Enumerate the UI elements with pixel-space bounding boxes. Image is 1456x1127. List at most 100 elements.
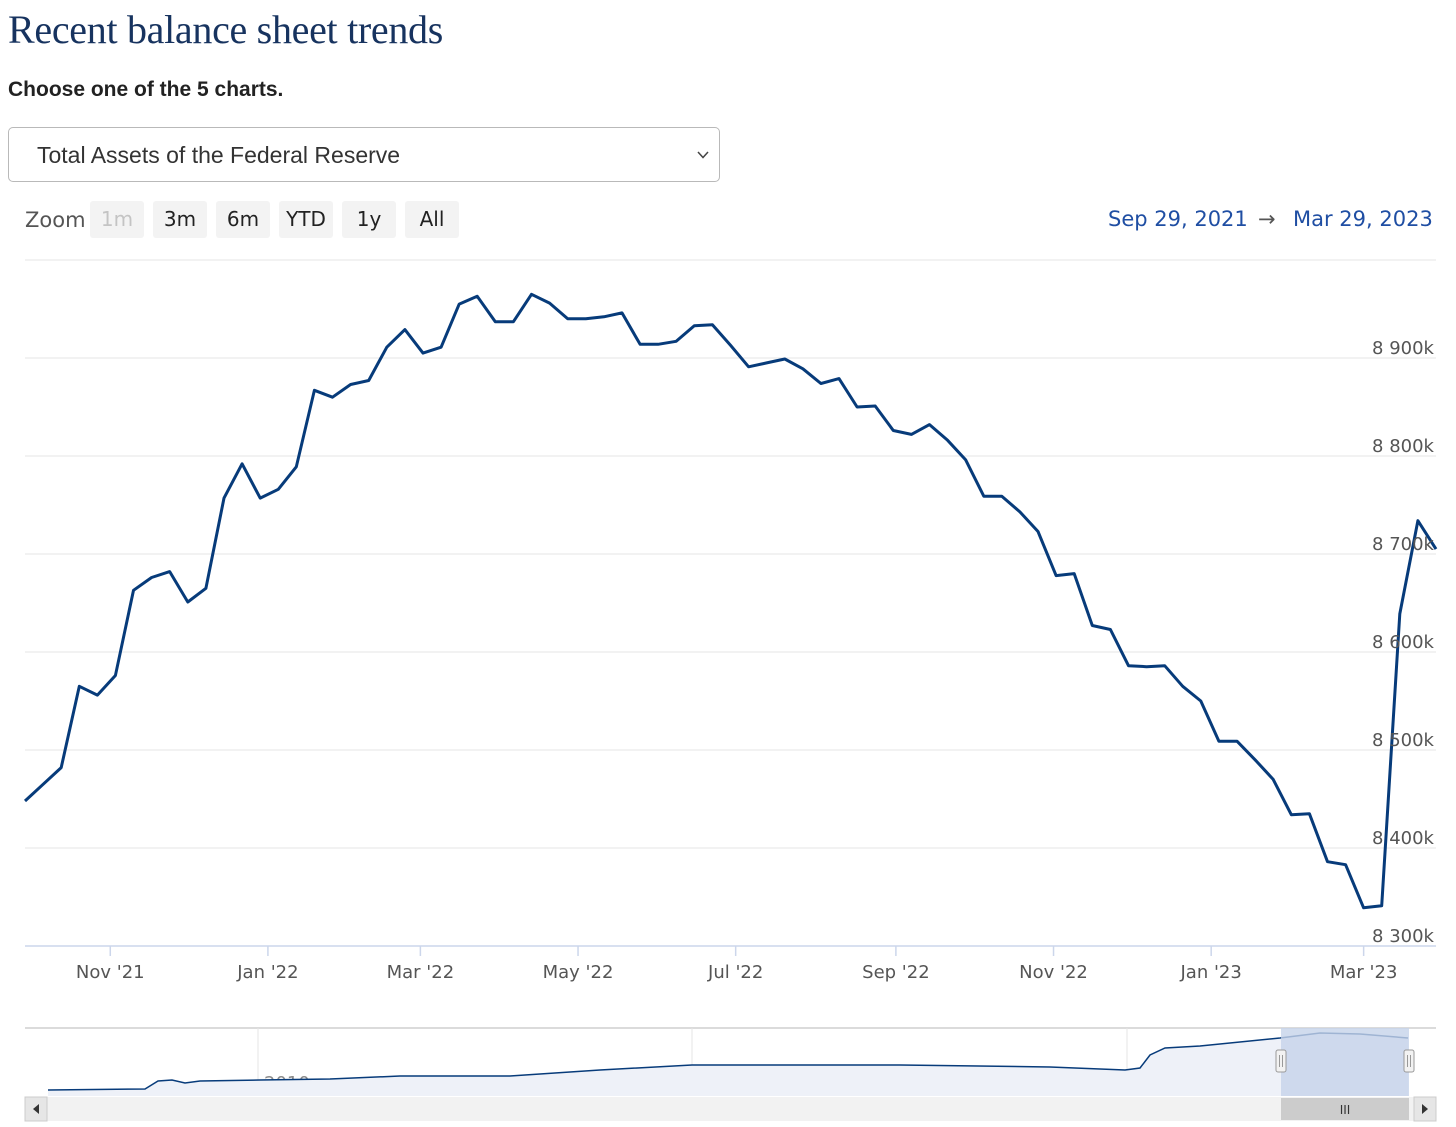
zoom-1y-button[interactable]: 1y (342, 201, 396, 238)
data-point (801, 367, 805, 371)
data-point (457, 302, 461, 306)
y-tick-label: 8 500k (1372, 730, 1435, 751)
data-point (656, 342, 660, 346)
data-point (729, 343, 733, 347)
x-tick-label: Nov '22 (1019, 962, 1088, 983)
y-tick-label: 8 300k (1372, 926, 1435, 947)
data-point (385, 345, 389, 349)
data-point (421, 351, 425, 355)
data-point (548, 301, 552, 305)
data-point (403, 328, 407, 332)
data-point (349, 383, 353, 387)
data-point (276, 487, 280, 491)
data-point (747, 365, 751, 369)
zoom-6m-button[interactable]: 6m (216, 201, 270, 238)
x-tick-label: Jul '22 (707, 962, 763, 983)
zoom-1m-button[interactable]: 1m (90, 201, 144, 238)
navigator-area (48, 1033, 1408, 1096)
data-point (1199, 699, 1203, 703)
data-point (692, 324, 696, 328)
page-title: Recent balance sheet trends (8, 7, 444, 52)
range-to-date[interactable]: Mar 29, 2023 (1293, 207, 1433, 231)
scrollbar-grip: III (1340, 1103, 1351, 1117)
data-point (222, 496, 226, 500)
chevron-down-icon (697, 151, 709, 159)
range-arrow: → (1258, 207, 1276, 231)
data-point (23, 799, 27, 803)
zoom-ytd-button[interactable]: YTD (279, 201, 333, 238)
data-point (638, 342, 642, 346)
navigator: 201020152020III (24, 1027, 1437, 1122)
data-point (186, 600, 190, 604)
x-tick-label: Nov '21 (76, 962, 145, 983)
data-point (1145, 665, 1149, 669)
data-point (1072, 572, 1076, 576)
y-tick-label: 8 900k (1372, 338, 1435, 359)
data-point (1434, 547, 1438, 551)
data-point (312, 388, 316, 392)
data-point (855, 405, 859, 409)
arrow-left-icon (33, 1104, 39, 1114)
x-tick-label: Sep '22 (862, 962, 930, 983)
data-point (493, 320, 497, 324)
range-from-date[interactable]: Sep 29, 2021 (1108, 207, 1248, 231)
data-point (530, 292, 534, 296)
data-point (331, 395, 335, 399)
data-point (982, 494, 986, 498)
x-tick-label: May '22 (543, 962, 614, 983)
y-tick-label: 8 800k (1372, 436, 1435, 457)
data-point (602, 315, 606, 319)
data-point (837, 377, 841, 381)
y-tick-label: 8 700k (1372, 534, 1435, 555)
data-point (1326, 860, 1330, 864)
data-point (475, 294, 479, 298)
y-axis-labels: 8 300k 8 400k 8 500k 8 600k 8 700k 8 800k 8 90… (1372, 338, 1435, 947)
y-tick-label: 8 400k (1372, 828, 1435, 849)
data-point (783, 357, 787, 361)
navigator-line (47, 1032, 1409, 1091)
data-point (620, 311, 624, 315)
scrollbar-thumb[interactable] (1281, 1098, 1409, 1120)
data-point (928, 423, 932, 427)
data-point (710, 323, 714, 327)
data-point (1416, 519, 1420, 523)
data-point (439, 345, 443, 349)
zoom-3m-button[interactable]: 3m (153, 201, 207, 238)
data-point (1108, 628, 1112, 632)
data-point (674, 339, 678, 343)
data-point (1344, 863, 1348, 867)
data-point (511, 320, 515, 324)
data-point (1289, 813, 1293, 817)
scrollbar-track (25, 1097, 1436, 1121)
x-axis (25, 945, 1436, 956)
data-point (1271, 777, 1275, 781)
navigator-handle[interactable] (1403, 1049, 1415, 1073)
data-point (204, 586, 208, 590)
data-point (1000, 494, 1004, 498)
zoom-label: Zoom (25, 208, 86, 232)
chart-chooser-label: Choose one of the 5 charts. (8, 78, 284, 101)
data-point (95, 693, 99, 697)
arrow-right-icon (1422, 1104, 1428, 1114)
data-point (584, 317, 588, 321)
data-point (1235, 739, 1239, 743)
data-point (1018, 510, 1022, 514)
data-point (1090, 624, 1094, 628)
data-point (59, 766, 63, 770)
data-point (41, 782, 45, 786)
data-point (891, 429, 895, 433)
x-tick-label: Mar '23 (1330, 962, 1398, 983)
data-point (1362, 906, 1366, 910)
chart-select-value: Total Assets of the Federal Reserve (37, 142, 401, 168)
data-point (294, 465, 298, 469)
data-point (946, 438, 950, 442)
data-point (873, 404, 877, 408)
navigator-selection (1281, 1028, 1409, 1096)
zoom-all-button[interactable]: All (405, 201, 459, 238)
x-axis-labels: Nov '21 Jan '22 Mar '22 May '22 Jul '22 Sep '… (76, 962, 1397, 983)
navigator-handle[interactable] (1275, 1049, 1287, 1073)
data-point (964, 458, 968, 462)
chart-select-dropdown[interactable]: Total Assets of the Federal Reserve (8, 127, 720, 182)
x-tick-label: Jan '23 (1180, 962, 1242, 983)
series-layer (23, 292, 1438, 910)
